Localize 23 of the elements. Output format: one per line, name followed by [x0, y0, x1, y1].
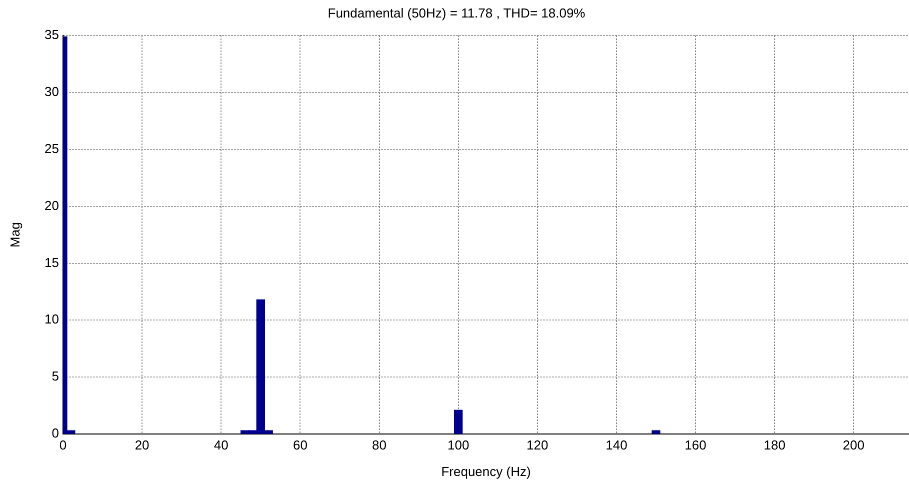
x-axis-title: Frequency (Hz)	[441, 464, 531, 479]
x-tick-label: 180	[764, 437, 786, 452]
x-tick-label: 160	[684, 437, 706, 452]
x-tick-label: 60	[292, 437, 308, 452]
y-tick-label: 35	[44, 27, 59, 42]
x-tick-label: 80	[372, 437, 386, 452]
y-axis-title: Mag	[7, 222, 22, 248]
x-tick-label: 20	[134, 437, 150, 452]
y-tick-label: 30	[44, 84, 59, 100]
y-tick-label: 15	[44, 254, 59, 270]
chart-title: Fundamental (50Hz) = 11.78 , THD= 18.09%	[328, 5, 586, 20]
y-tick-label: 0	[52, 426, 59, 441]
y-tick-label: 20	[44, 198, 59, 213]
bar	[454, 410, 463, 434]
y-tick-label: 25	[44, 141, 59, 156]
x-tick-label: 140	[606, 437, 628, 452]
x-tick-label: 200	[842, 437, 865, 452]
y-tick-label: 10	[44, 312, 59, 327]
bar	[652, 430, 660, 434]
x-tick-label: 40	[214, 437, 228, 452]
x-tick-label: 100	[447, 437, 470, 452]
x-tick-label: 120	[526, 437, 548, 452]
y-tick-label: 5	[52, 368, 59, 384]
